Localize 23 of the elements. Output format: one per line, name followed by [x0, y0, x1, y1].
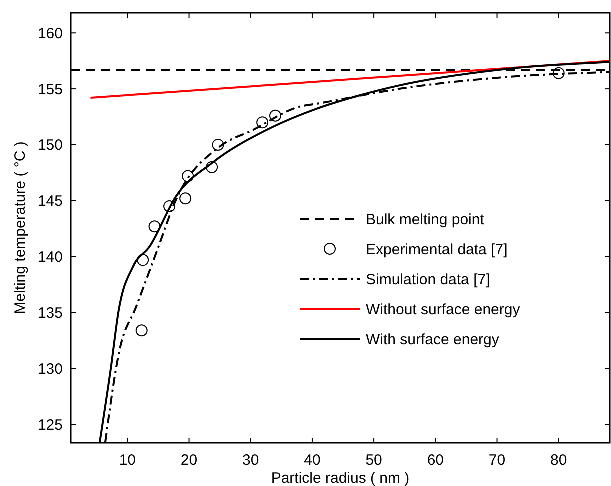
y-tick-label: 150: [38, 137, 63, 154]
x-tick-label: 60: [427, 452, 444, 469]
x-tick-label: 20: [180, 452, 198, 469]
y-tick-label: 140: [38, 249, 63, 266]
x-tick-label: 10: [119, 452, 136, 469]
x-tick-label: 80: [550, 452, 568, 469]
x-tick-label: 70: [488, 452, 506, 469]
legend-label: With surface energy: [366, 331, 500, 348]
y-tick-label: 135: [38, 304, 63, 322]
legend-label: Simulation data [7]: [366, 271, 490, 288]
legend-label: Experimental data [7]: [366, 241, 508, 258]
y-tick-label: 145: [38, 193, 63, 210]
x-tick-label: 30: [242, 452, 260, 469]
x-tick-label: 50: [366, 452, 382, 469]
y-tick-label: 125: [38, 416, 63, 434]
y-tick-label: 155: [38, 81, 63, 98]
legend-label: Bulk melting point: [366, 211, 486, 228]
x-axis-title: Particle radius ( nm ): [271, 470, 410, 486]
legend-label: Without surface energy: [366, 301, 521, 318]
y-tick-label: 160: [38, 25, 63, 42]
y-tick-label: 130: [38, 360, 63, 378]
y-axis-title: Melting temperature ( °C ): [12, 142, 29, 314]
x-tick-label: 40: [304, 452, 321, 469]
